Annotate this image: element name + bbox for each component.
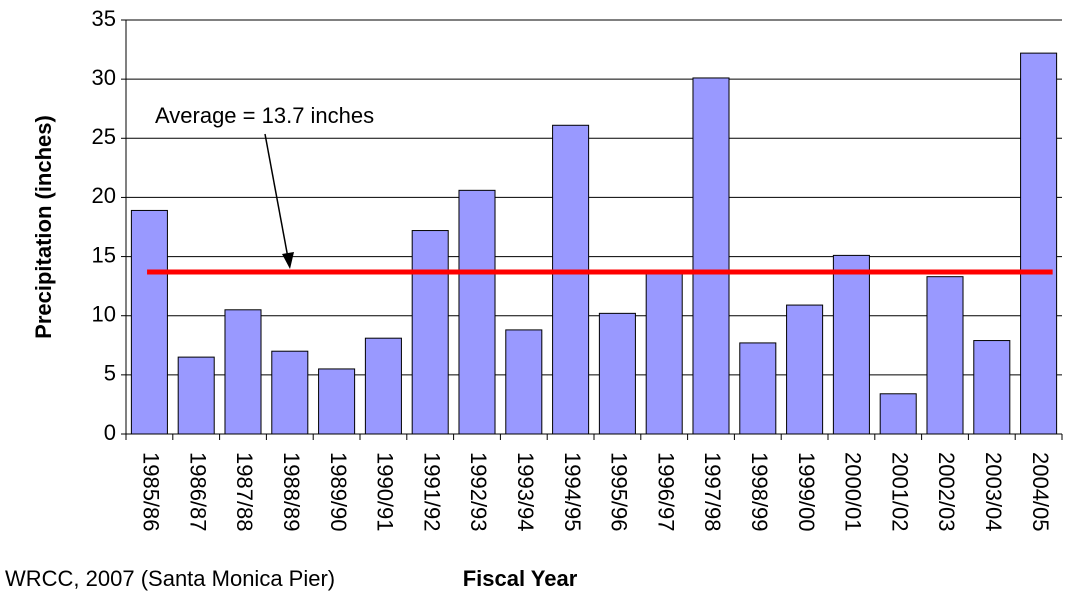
bar [271, 350, 309, 435]
bar [552, 124, 590, 435]
bar [739, 342, 777, 435]
source-note: WRCC, 2007 (Santa Monica Pier) [5, 566, 335, 591]
x-tick-label: 1988/89 [279, 452, 304, 532]
y-tick-label: 25 [92, 124, 116, 149]
x-axis-title: Fiscal Year [463, 566, 578, 591]
x-tick-label: 1990/91 [373, 452, 398, 532]
x-tick-label: 1992/93 [466, 452, 491, 532]
x-tick-label: 1996/97 [653, 452, 678, 532]
bar [973, 340, 1011, 435]
y-tick-label: 30 [92, 65, 116, 90]
y-tick-label: 0 [104, 420, 116, 445]
annotation-arrow [264, 133, 289, 259]
x-tick-label: 1995/96 [607, 452, 632, 532]
x-tick-label: 1994/95 [560, 452, 585, 532]
bar [598, 312, 636, 435]
x-tick-label: 1987/88 [232, 452, 257, 532]
x-tick-label: 1986/87 [185, 452, 210, 532]
y-tick-label: 10 [92, 302, 116, 327]
y-tick-label: 20 [92, 183, 116, 208]
x-tick-label: 2000/01 [841, 452, 866, 532]
bar [364, 337, 402, 435]
bar [458, 189, 496, 435]
y-tick-label: 5 [104, 361, 116, 386]
annotation: Average = 13.7 inches [155, 103, 374, 128]
bar [130, 209, 168, 435]
x-tick-label: 1991/92 [419, 452, 444, 532]
bar [318, 368, 356, 435]
y-axis-title: Precipitation (inches) [31, 115, 56, 339]
x-tick-label: 1985/86 [139, 452, 164, 532]
y-tick-label: 35 [92, 6, 116, 31]
x-tick-label: 1993/94 [513, 452, 538, 532]
x-tick-label: 2001/02 [887, 452, 912, 532]
bar [645, 272, 683, 435]
bar [832, 254, 870, 435]
bar [692, 77, 730, 435]
bar [926, 276, 964, 435]
bar [177, 356, 215, 435]
x-tick-label: 1998/99 [747, 452, 772, 532]
y-tick-label: 15 [92, 242, 116, 267]
bar [505, 329, 543, 435]
bar [1020, 52, 1058, 435]
bar [411, 230, 449, 435]
x-tick-label: 1999/00 [794, 452, 819, 532]
bar [786, 304, 824, 435]
x-tick-label: 2004/05 [1028, 452, 1053, 532]
x-tick-label: 1989/90 [326, 452, 351, 532]
arrow-head [282, 251, 294, 269]
x-tick-label: 2002/03 [934, 452, 959, 532]
x-tick-label: 2003/04 [981, 452, 1006, 532]
bar [224, 309, 262, 435]
bar [879, 393, 917, 435]
x-tick-label: 1997/98 [700, 452, 725, 532]
